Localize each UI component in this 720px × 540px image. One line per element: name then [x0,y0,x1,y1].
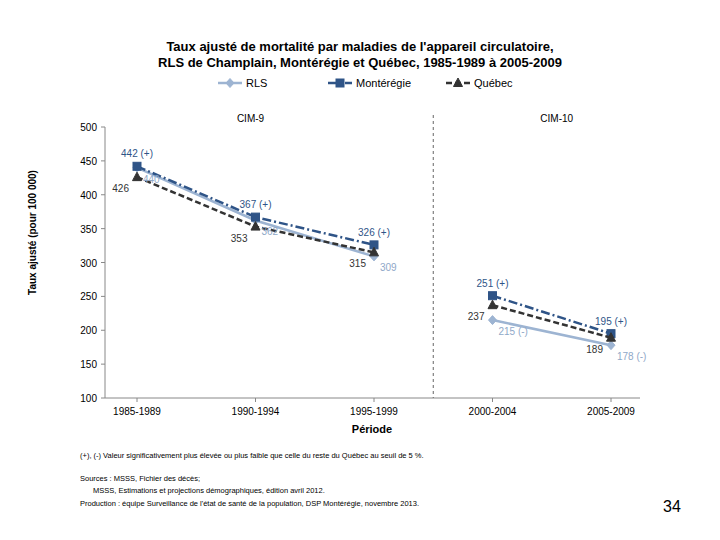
marker [251,222,260,231]
x-tick [137,398,138,402]
marker [252,213,260,221]
data-label: 215 (-) [499,326,528,337]
y-axis-label: Taux ajusté (pour 100 000) [27,170,38,295]
data-label: 326 (+) [358,227,390,238]
x-tick-label: 1995-1999 [350,406,398,417]
series-line [137,177,374,252]
data-label: 440 [143,174,160,185]
y-tick-label: 300 [80,258,97,269]
y-tick [101,330,105,331]
y-tick [101,160,105,161]
data-label: 442 (+) [121,148,153,159]
marker [133,163,141,172]
title-line: Taux ajusté de mortalité par maladies de… [166,39,553,54]
note: Sources : MSSS, Fichier des décès; [80,474,200,483]
data-label: 426 [112,183,129,194]
x-axis-label: Période [352,423,392,435]
y-tick [101,296,105,297]
data-label: 237 [468,311,485,322]
title: Taux ajusté de mortalité par maladies de… [158,39,562,70]
series-line [137,166,374,245]
x-tick-label: 1985-1989 [113,406,161,417]
data-label: 178 (-) [617,351,646,362]
y-tick-label: 200 [80,325,97,336]
data-label: 353 [231,233,248,244]
legend-entry: RLS [218,77,267,89]
y-tick-label: 150 [80,359,97,370]
period-label: CIM-10 [540,113,573,124]
marker [133,162,141,170]
y-tick [101,194,105,195]
note: Production : équipe Surveillance de l'ét… [80,499,419,508]
marker [226,79,234,88]
marker [133,172,142,181]
y-tick [101,364,105,365]
legend-label: Québec [474,77,513,89]
marker [489,316,497,325]
marker [370,247,379,256]
x-tick [374,398,375,402]
marker [488,300,497,309]
title-line: RLS de Champlain, Montérégie et Québec, … [158,55,562,70]
marker [336,79,344,87]
y-tick-label: 250 [80,291,97,302]
data-label: 195 (+) [595,316,627,327]
x-tick-label: 2000-2004 [469,406,517,417]
marker [607,341,615,350]
data-label: 251 (+) [477,278,509,289]
y-tick [101,228,105,229]
data-label: 309 [380,262,397,273]
chart: Taux ajusté de mortalité par maladies de… [0,0,720,540]
y-tick [101,127,105,128]
x-tick-label: 2005-2009 [587,406,635,417]
period-divider [433,115,434,398]
y-tick-label: 400 [80,190,97,201]
note: MSSS, Estimations et projections démogra… [93,486,325,495]
x-tick [611,398,612,402]
y-tick [101,262,105,263]
y-tick-label: 450 [80,156,97,167]
plot-area [133,162,616,349]
y-tick-label: 500 [80,122,97,133]
data-label: 315 [349,258,366,269]
marker [489,292,497,300]
legend-entry: Montérégie [328,77,411,89]
marker [607,333,616,342]
legend-entry: Québec [446,77,513,89]
marker [454,78,463,87]
x-axis [105,398,640,399]
period-label: CIM-9 [237,113,265,124]
legend-label: Montérégie [356,77,411,89]
legend-label: RLS [246,77,267,89]
data-label: 367 (+) [240,199,272,210]
x-tick [255,398,256,402]
y-tick-label: 350 [80,224,97,235]
data-label: 362 [262,226,279,237]
x-tick-label: 1990-1994 [232,406,280,417]
data-label: 189 [586,344,603,355]
series-line [493,305,612,338]
y-tick [101,398,105,399]
y-tick-label: 100 [80,393,97,404]
note: (+), (-) Valeur significativement plus é… [80,451,424,460]
x-tick [492,398,493,402]
page-number: 34 [663,498,681,515]
